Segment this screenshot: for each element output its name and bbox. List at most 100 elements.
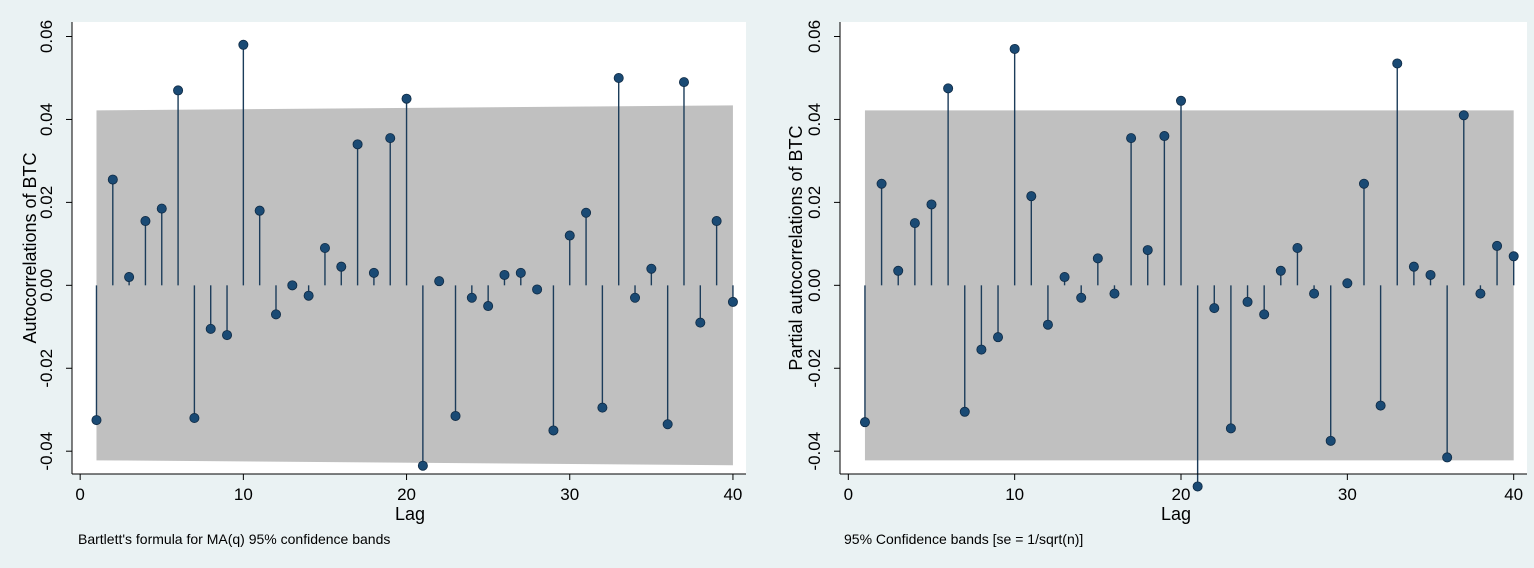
- point-lag-7: [189, 413, 200, 424]
- point-lag-17: [352, 139, 363, 150]
- point-lag-34: [630, 292, 641, 303]
- point-lag-7: [959, 406, 970, 417]
- y-tick-label: 0.02: [37, 186, 56, 219]
- point-lag-35: [1425, 269, 1436, 280]
- y-tick-label: 0.00: [805, 269, 824, 302]
- point-lag-33: [613, 72, 624, 83]
- point-lag-4: [140, 216, 151, 227]
- point-lag-16: [336, 261, 347, 272]
- x-tick-label: 40: [723, 485, 742, 504]
- x-tick-label: 0: [844, 485, 853, 504]
- point-lag-6: [943, 83, 954, 94]
- y-tick-label: 0.06: [805, 20, 824, 53]
- point-lag-5: [926, 199, 937, 210]
- point-lag-11: [1026, 191, 1037, 202]
- point-lag-37: [1458, 110, 1469, 121]
- x-tick-label: 0: [75, 485, 84, 504]
- point-lag-29: [548, 425, 559, 436]
- point-lag-29: [1325, 435, 1336, 446]
- y-tick-label: -0.04: [37, 432, 56, 471]
- y-axis-title: Partial autocorrelations of BTC: [786, 125, 806, 370]
- point-lag-6: [173, 85, 184, 96]
- point-lag-25: [1259, 309, 1270, 320]
- point-lag-5: [156, 203, 167, 214]
- point-lag-18: [368, 267, 379, 278]
- point-lag-36: [662, 419, 673, 430]
- point-lag-32: [1375, 400, 1386, 411]
- y-tick-label: 0.04: [805, 103, 824, 136]
- point-lag-23: [1225, 423, 1236, 434]
- x-tick-label: 10: [1005, 485, 1024, 504]
- x-tick-label: 20: [1172, 485, 1191, 504]
- point-lag-37: [678, 77, 689, 88]
- point-lag-19: [1159, 131, 1170, 142]
- x-tick-label: 10: [234, 485, 253, 504]
- point-lag-3: [124, 272, 135, 283]
- acf-panel: -0.04 -0.02 0.00 0.02 0.04 0.06 0 10 20 30 40 Lag Au…: [0, 0, 762, 568]
- point-lag-31: [581, 207, 592, 218]
- point-lag-14: [303, 290, 314, 301]
- point-lag-25: [483, 301, 494, 312]
- point-lag-1: [859, 417, 870, 428]
- y-tick-label: -0.04: [805, 432, 824, 471]
- pacf-panel: -0.04 -0.02 0.00 0.02 0.04 0.06 0 10 20 30 40 Lag Pa…: [768, 0, 1534, 568]
- point-lag-24: [1242, 296, 1253, 307]
- point-lag-10: [238, 39, 249, 50]
- point-lag-11: [254, 205, 265, 216]
- confidence-band-note: Bartlett's formula for MA(q) 95% confide…: [78, 531, 390, 547]
- y-tick-label: -0.02: [37, 349, 56, 388]
- point-lag-18: [1142, 245, 1153, 256]
- point-lag-36: [1442, 452, 1453, 463]
- point-lag-40: [727, 296, 738, 307]
- x-axis-title: Lag: [395, 504, 425, 524]
- point-lag-9: [993, 332, 1004, 343]
- point-lag-30: [1342, 278, 1353, 289]
- point-lag-2: [107, 174, 118, 185]
- point-lag-1: [91, 415, 102, 426]
- point-lag-8: [205, 323, 216, 334]
- x-tick-label: 30: [1338, 485, 1357, 504]
- point-lag-35: [646, 263, 657, 274]
- point-lag-8: [976, 344, 987, 355]
- y-tick-label: 0.02: [805, 186, 824, 219]
- point-lag-9: [222, 330, 233, 341]
- x-tick-label: 30: [560, 485, 579, 504]
- point-lag-39: [711, 216, 722, 227]
- point-lag-21: [1192, 481, 1203, 492]
- point-lag-4: [909, 218, 920, 229]
- confidence-band-note: 95% Confidence bands [se = 1/sqrt(n)]: [844, 531, 1083, 547]
- point-lag-10: [1009, 43, 1020, 54]
- point-lag-33: [1392, 58, 1403, 69]
- point-lag-40: [1508, 251, 1519, 262]
- y-tick-label: -0.02: [805, 349, 824, 388]
- point-lag-13: [287, 280, 298, 291]
- point-lag-21: [417, 460, 428, 471]
- y-tick-label: 0.04: [37, 103, 56, 136]
- point-lag-20: [1176, 95, 1187, 106]
- point-lag-27: [1292, 242, 1303, 253]
- point-lag-27: [515, 267, 526, 278]
- point-lag-12: [1042, 319, 1053, 330]
- point-lag-24: [466, 292, 477, 303]
- point-lag-16: [1109, 288, 1120, 299]
- confidence-band: [96, 105, 733, 466]
- point-lag-3: [893, 265, 904, 276]
- point-lag-28: [1309, 288, 1320, 299]
- point-lag-15: [319, 242, 330, 253]
- y-tick-label: 0.00: [37, 269, 56, 302]
- point-lag-2: [876, 178, 887, 189]
- point-lag-22: [434, 276, 445, 287]
- point-lag-15: [1092, 253, 1103, 264]
- point-lag-26: [499, 269, 510, 280]
- y-axis-title: Autocorrelations of BTC: [20, 152, 40, 343]
- point-lag-14: [1076, 292, 1087, 303]
- x-tick-label: 20: [397, 485, 416, 504]
- point-lag-17: [1126, 133, 1137, 144]
- point-lag-26: [1275, 265, 1286, 276]
- point-lag-32: [597, 402, 608, 413]
- x-tick-label: 40: [1504, 485, 1523, 504]
- point-lag-31: [1358, 178, 1369, 189]
- point-lag-22: [1209, 303, 1220, 314]
- point-lag-38: [695, 317, 706, 328]
